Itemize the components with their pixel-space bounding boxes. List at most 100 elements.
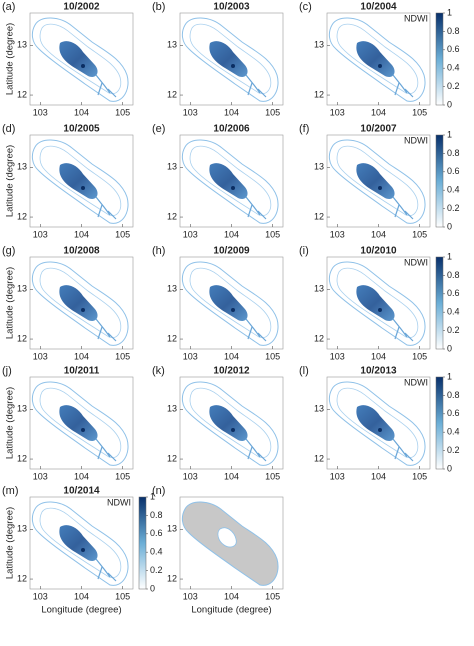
y-axis-label: Latitude (degree) [5,267,16,339]
x-tick-label: 104 [371,107,386,117]
panel-title: 10/2006 [213,124,250,135]
panel: (c) 10/2004 103 104 105 12 13 NDWI 0 0.2 0.4 0.6 0.8… [299,1,460,117]
colorbar-tick-label: 1 [447,371,452,381]
colorbar-tick-label: 0.4 [447,63,460,73]
outer-boundary [31,139,129,224]
panel-title: 10/2014 [63,486,100,497]
y-tick-label: 13 [314,284,324,294]
y-tick-label: 12 [314,453,324,463]
outer-boundary [181,261,279,346]
x-tick-label: 103 [33,229,48,239]
lake-water [209,405,248,441]
inner-boundary [39,387,122,459]
x-tick-label: 103 [183,591,198,601]
panel-title: 10/2012 [213,366,250,377]
x-tick-label: 105 [265,471,280,481]
panel-title: 10/2005 [63,124,100,135]
x-tick-label: 103 [33,591,48,601]
y-tick-label: 12 [167,333,177,343]
inner-boundary [39,507,122,579]
panel-title: 10/2010 [360,246,397,257]
colorbar [138,496,147,590]
colorbar [435,12,444,106]
colorbar-tick-label: 0.2 [447,203,460,213]
outer-boundary [31,17,129,102]
lake-islet [378,428,382,432]
y-tick-label: 12 [167,211,177,221]
x-tick-label: 103 [33,351,48,361]
inner-boundary [39,23,122,95]
x-tick-label: 104 [74,229,89,239]
river [95,318,117,342]
y-tick-label: 13 [314,40,324,50]
y-tick-label: 12 [17,573,27,583]
lake-hole [217,527,237,548]
panel-label: (b) [152,1,165,13]
x-tick-label: 104 [224,471,239,481]
y-tick-label: 12 [314,333,324,343]
colorbar-tick-label: 0.4 [447,427,460,437]
lake-islet [81,186,85,190]
y-tick-label: 12 [314,89,324,99]
colorbar-tick-label: 0 [447,463,452,473]
colorbar-label: NDWI [404,13,428,23]
colorbar-tick-label: 1 [447,7,452,17]
river [95,196,117,220]
x-tick-label: 105 [412,471,427,481]
river [245,318,267,342]
colorbar [435,256,444,350]
lake-islet [231,64,235,68]
x-tick-label: 104 [74,107,89,117]
inner-boundary [336,387,419,459]
colorbar-tick-label: 0.2 [447,81,460,91]
lake-water [209,41,248,77]
colorbar-tick-label: 0.6 [150,528,163,538]
panel-title: 10/2008 [63,246,100,257]
x-tick-label: 103 [330,107,345,117]
colorbar-label: NDWI [404,135,428,145]
lake-islet [231,186,235,190]
river [95,438,117,462]
panel: (e) 10/2006 103 104 105 12 13 [152,123,284,239]
x-tick-label: 105 [115,471,130,481]
x-tick-label: 104 [74,591,89,601]
panel-label: (l) [299,365,309,377]
lake-water [356,405,395,441]
x-axis-label: Longitude (degree) [191,605,271,616]
inner-boundary [39,267,122,339]
outer-boundary [31,501,129,586]
outer-boundary [181,17,279,102]
x-tick-label: 105 [265,351,280,361]
x-tick-label: 105 [115,229,130,239]
y-tick-label: 13 [314,404,324,414]
panel-label: (n) [152,485,165,497]
lake-islet [231,428,235,432]
panel: (f) 10/2007 103 104 105 12 13 NDWI 0 0.2 0.4 0.6 0.8… [299,123,460,239]
panel-label: (g) [2,245,15,257]
outer-boundary [181,139,279,224]
x-tick-label: 103 [183,351,198,361]
colorbar-tick-label: 1 [447,251,452,261]
inner-boundary [189,267,272,339]
colorbar-tick-label: 1 [150,491,155,501]
river [392,74,414,98]
river [392,438,414,462]
colorbar-tick-label: 0.4 [447,307,460,317]
river [245,438,267,462]
y-tick-label: 12 [314,211,324,221]
inner-boundary [336,145,419,217]
colorbar-tick-label: 1 [447,129,452,139]
panel-title: 10/2007 [360,124,397,135]
outer-boundary [31,261,129,346]
x-tick-label: 105 [115,351,130,361]
lake-water [59,163,98,199]
x-tick-label: 103 [183,229,198,239]
lake-islet [81,308,85,312]
panel-title: 10/2004 [360,2,397,13]
panel-label: (j) [2,365,12,377]
y-axis-label: Latitude (degree) [5,507,16,579]
inner-boundary [39,145,122,217]
